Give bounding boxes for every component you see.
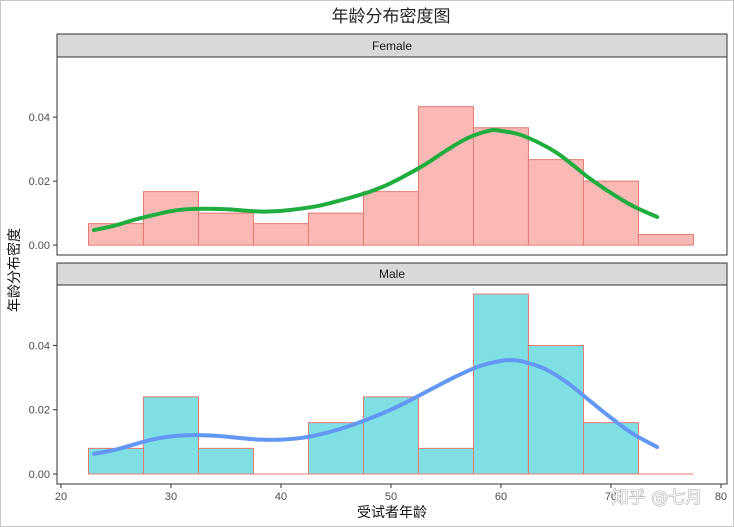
chart-title: 年龄分布密度图 — [332, 7, 451, 27]
density-curve-male — [91, 358, 660, 456]
y-tick-label: 0.04 — [29, 112, 50, 124]
histogram-bar — [417, 106, 474, 246]
histogram-bar — [417, 447, 474, 475]
x-axis-title: 受试者年龄 — [357, 505, 427, 521]
x-tick-label: 50 — [385, 491, 397, 503]
x-tick-label: 40 — [275, 491, 287, 503]
density-line — [91, 358, 660, 456]
panel-female: Female 0.00 0.02 0.04 — [29, 33, 728, 256]
x-tick-label: 30 — [165, 491, 177, 503]
x-tick-label: 60 — [495, 491, 507, 503]
histogram-bar — [472, 293, 529, 475]
plot-border-male — [56, 284, 728, 485]
histogram-bar — [472, 127, 529, 246]
y-axis-female: 0.00 0.02 0.04 — [29, 112, 57, 252]
x-tick-label: 20 — [55, 491, 67, 503]
panel-male: Male 0.00 0.02 0.04 — [29, 262, 728, 485]
y-axis-male: 0.00 0.02 0.04 — [29, 340, 57, 481]
y-axis-title: 年龄分布密度 — [6, 228, 23, 312]
histogram-bar — [582, 180, 639, 246]
y-tick-label: 0.02 — [29, 405, 50, 417]
x-tick-label: 70 — [605, 491, 617, 503]
histogram-bar — [197, 447, 254, 475]
plot-border-female — [56, 56, 728, 256]
histogram-bar — [142, 191, 199, 246]
strip-label-female: Female — [372, 39, 412, 53]
watermark-text: 知乎 @七月 — [612, 488, 702, 508]
histogram-bar — [252, 223, 309, 246]
y-tick-label: 0.02 — [29, 176, 50, 188]
histogram-bar — [637, 234, 694, 246]
histogram-bar — [197, 212, 254, 246]
strip-label-male: Male — [379, 267, 405, 281]
histogram-bar — [362, 191, 419, 246]
x-tick-label: 80 — [715, 491, 727, 503]
density-curve-female — [91, 127, 660, 233]
y-tick-label: 0.00 — [29, 469, 50, 481]
histogram-bars-male — [87, 293, 694, 475]
density-line — [91, 127, 660, 233]
histogram-bar — [527, 159, 584, 246]
histogram-bar — [307, 212, 364, 246]
y-tick-label: 0.04 — [29, 340, 50, 352]
x-axis: 20 30 40 50 60 70 80 — [55, 484, 727, 503]
y-tick-label: 0.00 — [29, 240, 50, 252]
histogram-bars-female — [87, 106, 694, 246]
histogram-bar — [582, 422, 639, 475]
histogram-bar — [527, 344, 584, 475]
